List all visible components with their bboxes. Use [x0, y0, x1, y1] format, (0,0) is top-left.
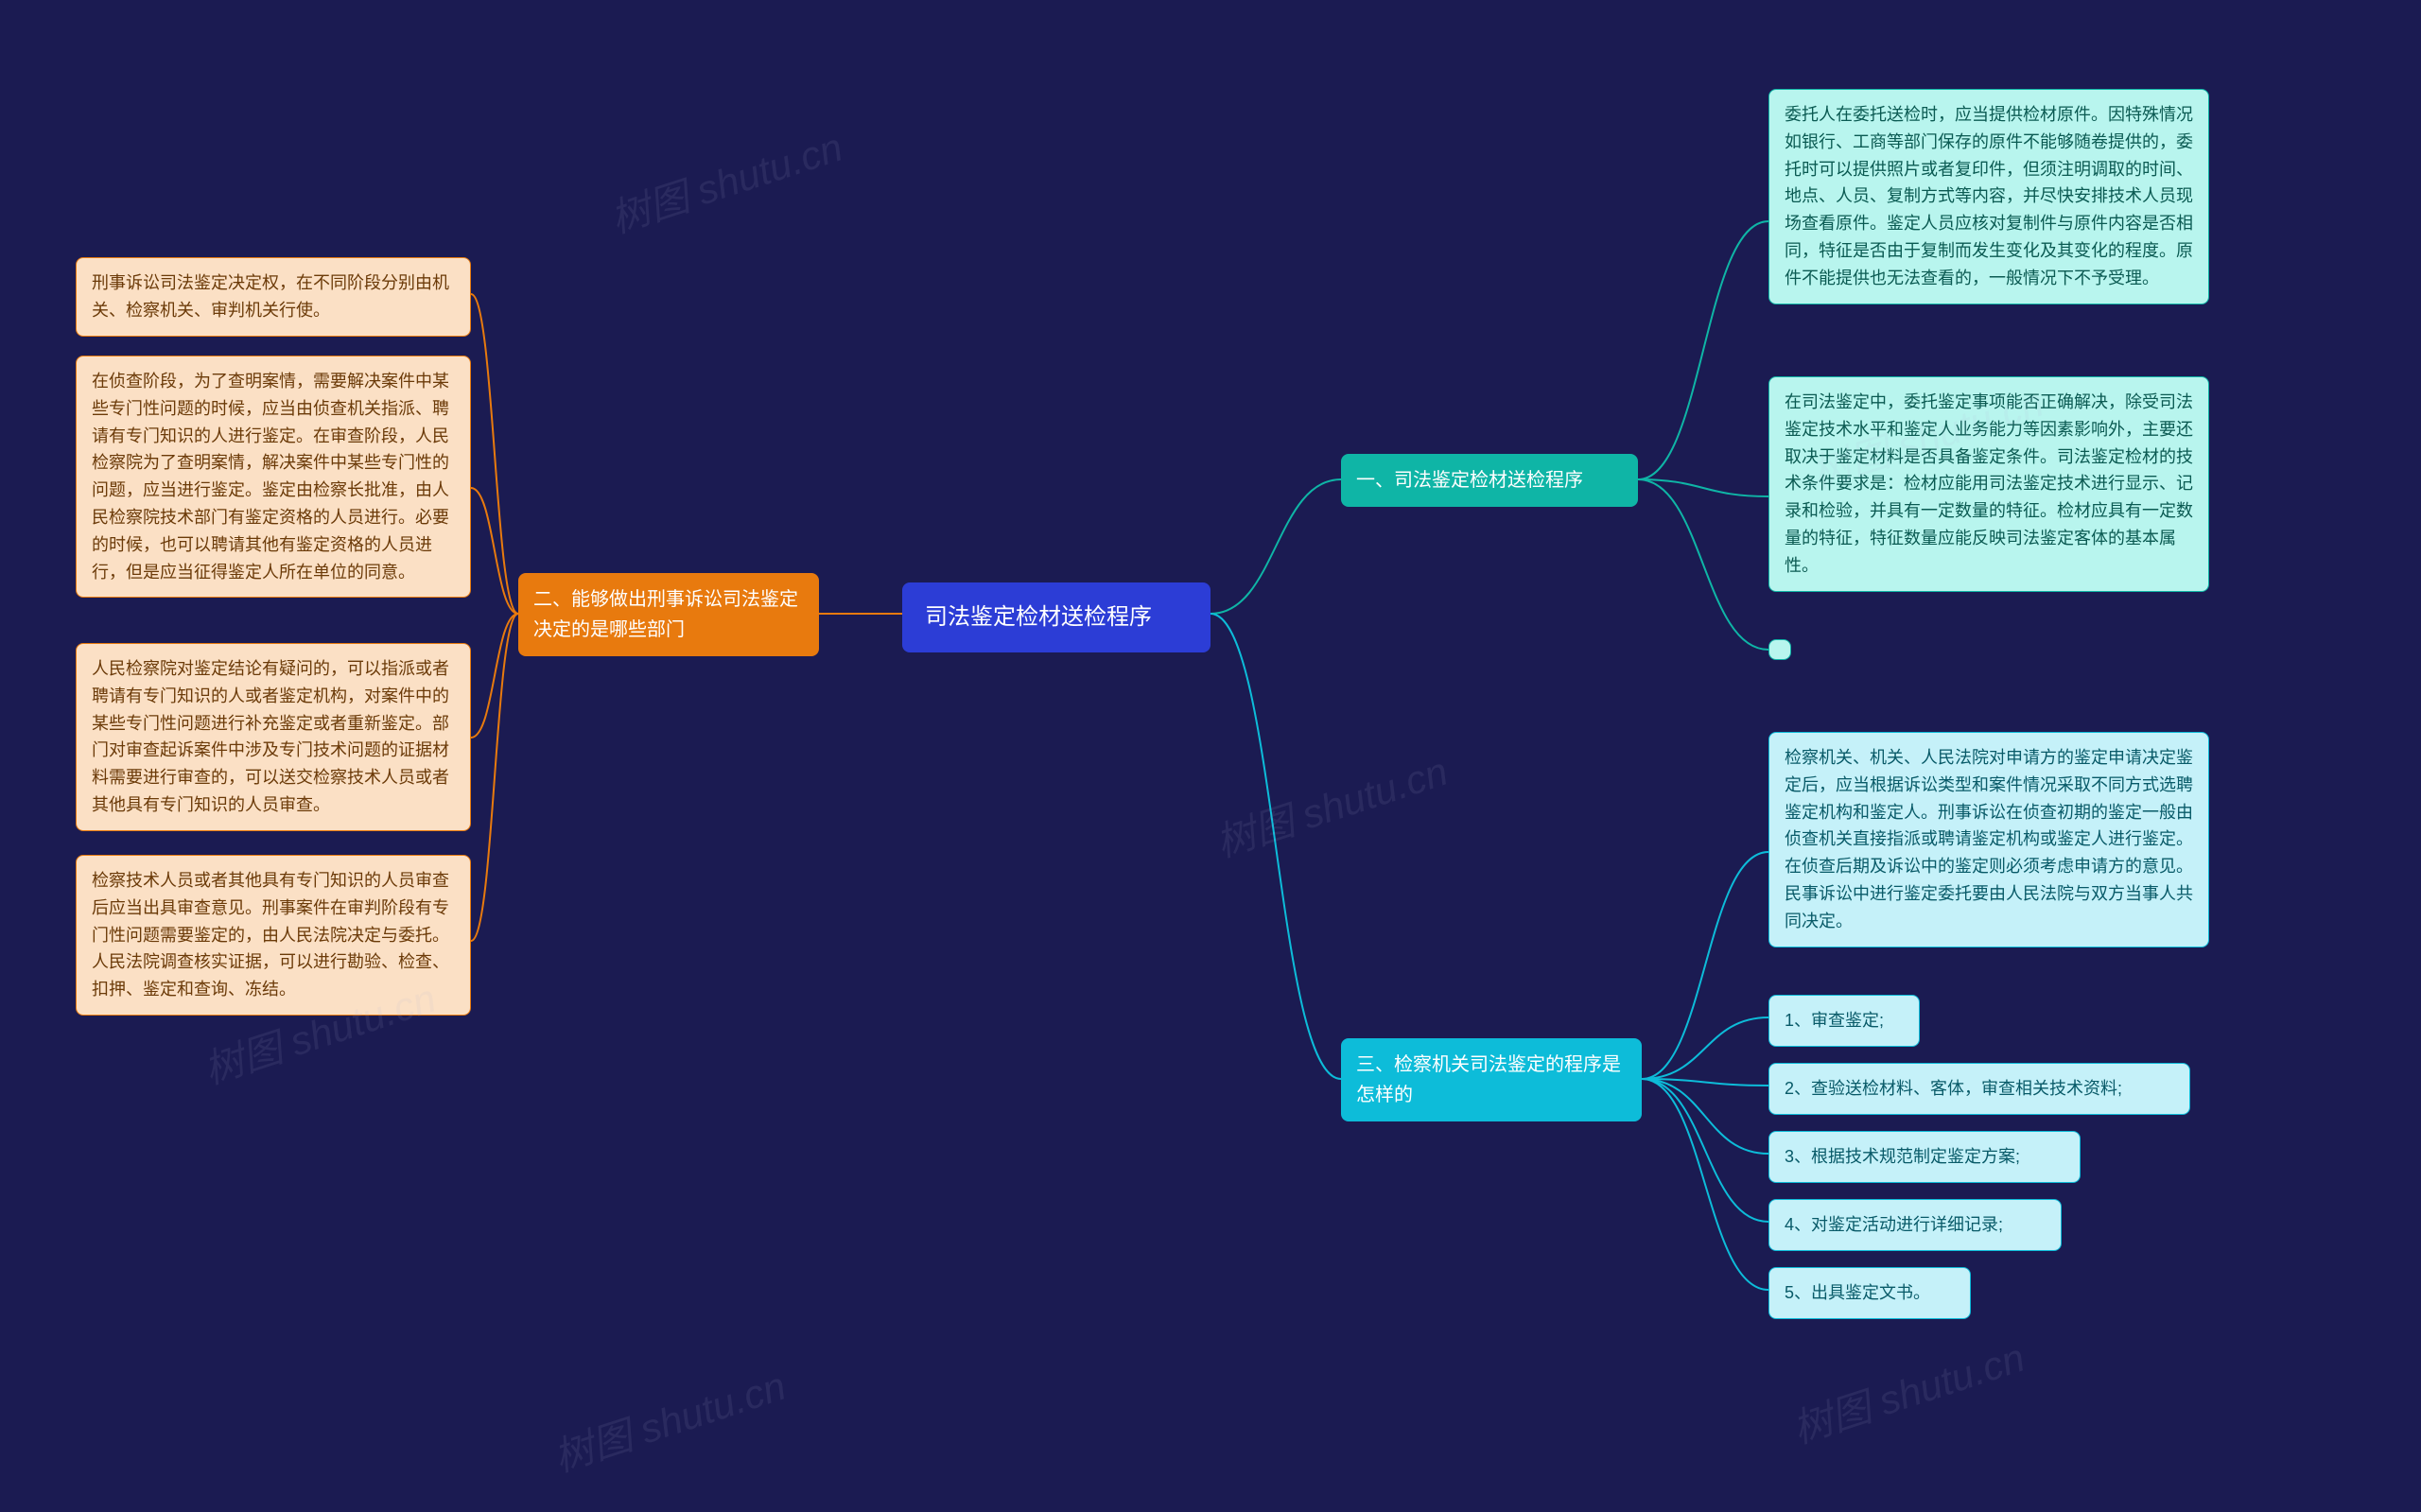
leaf-node: 4、对鉴定活动进行详细记录;	[1768, 1199, 2062, 1251]
root-label: 司法鉴定检材送检程序	[925, 604, 1152, 630]
watermark: 树图 shutu.cn	[546, 1354, 792, 1484]
leaf-text: 检察机关、机关、人民法院对申请方的鉴定申请决定鉴定后，应当根据诉讼类型和案件情况…	[1785, 748, 2193, 930]
leaf-node: 检察技术人员或者其他具有专门知识的人员审查后应当出具审查意见。刑事案件在审判阶段…	[76, 855, 471, 1016]
leaf-node	[1768, 639, 1791, 660]
branch-label: 一、司法鉴定检材送检程序	[1356, 470, 1583, 491]
watermark: 树图 shutu.cn	[1208, 739, 1454, 869]
branch-b2: 二、能够做出刑事诉讼司法鉴定决定的是哪些部门	[518, 573, 819, 656]
leaf-node: 在司法鉴定中，委托鉴定事项能否正确解决，除受司法鉴定技术水平和鉴定人业务能力等因…	[1768, 376, 2209, 592]
leaf-node: 2、查验送检材料、客体，审查相关技术资料;	[1768, 1063, 2190, 1115]
leaf-text: 刑事诉讼司法鉴定决定权，在不同阶段分别由机关、检察机关、审判机关行使。	[92, 273, 449, 320]
leaf-text: 2、查验送检材料、客体，审查相关技术资料;	[1785, 1079, 2122, 1098]
leaf-text: 人民检察院对鉴定结论有疑问的，可以指派或者聘请有专门知识的人或者鉴定机构，对案件…	[92, 659, 449, 814]
leaf-text: 4、对鉴定活动进行详细记录;	[1785, 1215, 2003, 1234]
leaf-node: 委托人在委托送检时，应当提供检材原件。因特殊情况如银行、工商等部门保存的原件不能…	[1768, 89, 2209, 304]
mindmap-root: 司法鉴定检材送检程序	[902, 582, 1210, 652]
leaf-node: 刑事诉讼司法鉴定决定权，在不同阶段分别由机关、检察机关、审判机关行使。	[76, 257, 471, 337]
leaf-text: 检察技术人员或者其他具有专门知识的人员审查后应当出具审查意见。刑事案件在审判阶段…	[92, 871, 449, 999]
leaf-node: 1、审查鉴定;	[1768, 995, 1920, 1047]
leaf-text: 5、出具鉴定文书。	[1785, 1283, 1930, 1302]
leaf-text: 委托人在委托送检时，应当提供检材原件。因特殊情况如银行、工商等部门保存的原件不能…	[1785, 105, 2193, 287]
leaf-node: 人民检察院对鉴定结论有疑问的，可以指派或者聘请有专门知识的人或者鉴定机构，对案件…	[76, 643, 471, 831]
leaf-node: 在侦查阶段，为了查明案情，需要解决案件中某些专门性问题的时候，应当由侦查机关指派…	[76, 356, 471, 598]
branch-b3: 三、检察机关司法鉴定的程序是怎样的	[1341, 1038, 1642, 1121]
leaf-node: 3、根据技术规范制定鉴定方案;	[1768, 1131, 2081, 1183]
leaf-text: 1、审查鉴定;	[1785, 1011, 1884, 1030]
leaf-text: 在司法鉴定中，委托鉴定事项能否正确解决，除受司法鉴定技术水平和鉴定人业务能力等因…	[1785, 392, 2193, 575]
watermark: 树图 shutu.cn	[1785, 1326, 2031, 1455]
watermark: 树图 shutu.cn	[602, 115, 849, 245]
branch-b1: 一、司法鉴定检材送检程序	[1341, 454, 1638, 507]
leaf-node: 检察机关、机关、人民法院对申请方的鉴定申请决定鉴定后，应当根据诉讼类型和案件情况…	[1768, 732, 2209, 947]
leaf-text: 3、根据技术规范制定鉴定方案;	[1785, 1147, 2020, 1166]
leaf-text: 在侦查阶段，为了查明案情，需要解决案件中某些专门性问题的时候，应当由侦查机关指派…	[92, 372, 449, 582]
leaf-node: 5、出具鉴定文书。	[1768, 1267, 1971, 1319]
branch-label: 三、检察机关司法鉴定的程序是怎样的	[1356, 1054, 1621, 1105]
branch-label: 二、能够做出刑事诉讼司法鉴定决定的是哪些部门	[533, 589, 798, 640]
